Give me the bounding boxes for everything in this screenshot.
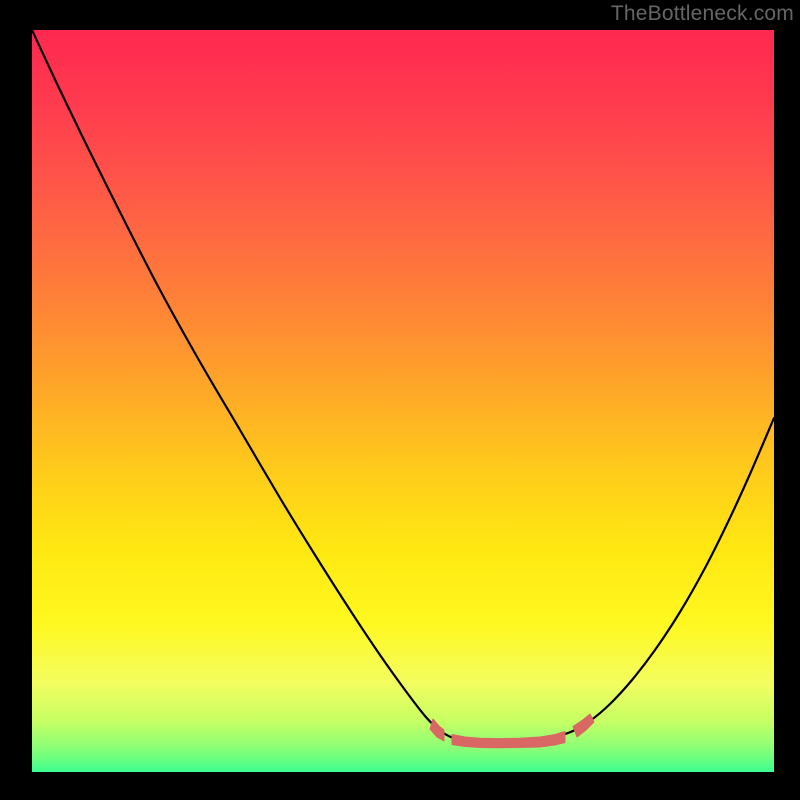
watermark-text: TheBottleneck.com <box>611 2 794 26</box>
figure-canvas: TheBottleneck.com <box>0 0 800 800</box>
plot-area <box>32 30 774 772</box>
